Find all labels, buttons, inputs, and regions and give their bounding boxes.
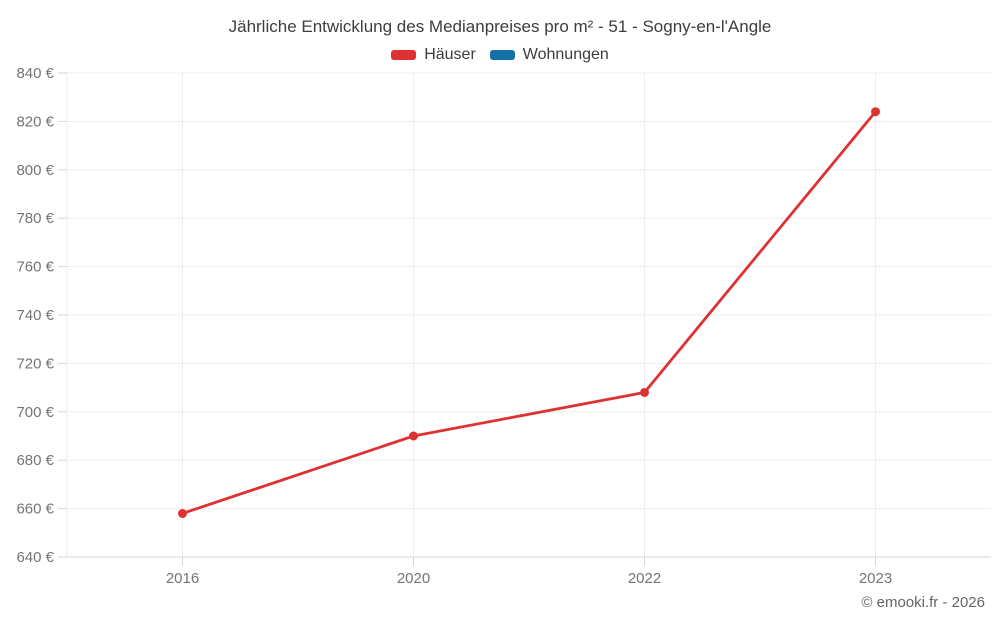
y-tick-label: 840 €: [16, 65, 54, 82]
data-point: [178, 508, 187, 518]
chart-legend: Häuser Wohnungen: [0, 46, 1000, 64]
y-tick-label: 800 €: [16, 162, 54, 179]
y-tick-label: 640 €: [16, 549, 54, 566]
y-tick-label: 660 €: [16, 501, 54, 518]
y-tick-label: 680 €: [16, 452, 54, 469]
chart-title: Jährliche Entwicklung des Medianpreises …: [228, 17, 772, 36]
legend-swatch-wohnungen-icon: [489, 50, 515, 60]
x-tick-label: 2023: [859, 570, 892, 587]
y-tick-label: 780 €: [16, 210, 54, 227]
y-tick-label: 740 €: [16, 307, 54, 324]
data-point: [871, 107, 880, 117]
y-tick-label: 760 €: [16, 259, 54, 276]
series-line-Häuser: [181, 110, 877, 515]
x-tick-label: 2016: [166, 570, 199, 587]
y-tick-label: 820 €: [16, 113, 54, 130]
legend-label-wohnungen: Wohnungen: [522, 46, 609, 63]
x-tick-label: 2022: [628, 570, 661, 587]
data-point: [640, 387, 649, 397]
x-tick-label: 2020: [397, 570, 430, 587]
copyright-text: © emooki.fr - 2026: [861, 594, 985, 611]
legend-item-wohnungen[interactable]: Wohnungen: [489, 46, 609, 64]
legend-item-haeuser[interactable]: Häuser: [391, 46, 476, 64]
legend-label-haeuser: Häuser: [424, 46, 476, 63]
legend-swatch-haeuser-icon: [391, 50, 417, 60]
y-tick-label: 720 €: [16, 355, 54, 372]
data-point: [409, 431, 418, 441]
y-tick-label: 700 €: [16, 404, 54, 421]
